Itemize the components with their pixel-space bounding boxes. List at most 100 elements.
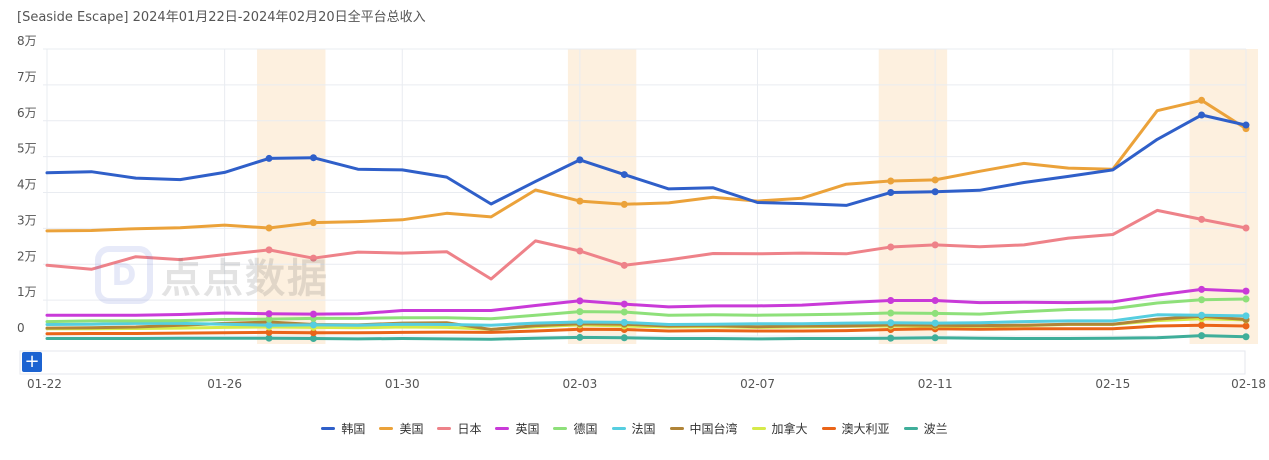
- legend-label: 法国: [631, 422, 656, 436]
- data-point: [309, 254, 317, 262]
- legend-swatch: [495, 427, 510, 430]
- data-point: [265, 334, 273, 342]
- y-tick-label: 0: [17, 321, 25, 335]
- x-tick-label: 02-18: [1231, 377, 1266, 391]
- legend-item[interactable]: 英国: [495, 420, 539, 437]
- data-point: [576, 333, 584, 341]
- legend-item[interactable]: 日本: [437, 420, 481, 437]
- data-point: [1242, 224, 1250, 232]
- highlight-band: [878, 49, 948, 344]
- series-line: [45, 314, 1248, 331]
- x-tick-label: 02-03: [562, 377, 597, 391]
- legend-swatch: [437, 427, 452, 430]
- y-tick-label: 8万: [17, 34, 37, 48]
- legend-label: 波兰: [923, 422, 948, 436]
- series-line: [45, 208, 1248, 281]
- data-point: [576, 197, 584, 205]
- data-point: [887, 319, 895, 327]
- highlight-band: [257, 49, 326, 344]
- x-axis-ticks: 01-22 01-26 01-30 02-03 02-07 02-11 02-15 02-18: [27, 377, 1266, 391]
- data-point: [309, 335, 317, 343]
- data-point: [1198, 296, 1206, 304]
- data-point: [1198, 321, 1206, 329]
- data-point: [1198, 311, 1206, 319]
- data-point: [576, 247, 584, 255]
- data-point: [887, 296, 895, 304]
- legend-label: 德国: [573, 422, 598, 436]
- chart-title: [Seaside Escape] 2024年01月22日-2024年02月20日…: [17, 10, 426, 25]
- data-point: [576, 318, 584, 326]
- legend-item[interactable]: 德国: [553, 420, 598, 437]
- y-axis-ticks: 0 1万 2万 3万 4万 5万 6万 7万 8万: [17, 34, 37, 335]
- data-point: [265, 310, 273, 318]
- legend-swatch: [669, 427, 684, 430]
- data-point: [576, 156, 584, 164]
- highlight-band: [567, 49, 637, 344]
- y-tick-label: 5万: [17, 142, 37, 156]
- add-series-button[interactable]: +: [22, 352, 42, 372]
- legend: 韩国 美国 日本 英国 德国 法国 中国台湾 加拿大 澳大利亚 波兰: [0, 420, 1269, 437]
- legend-label: 中国台湾: [689, 422, 738, 436]
- data-point: [931, 309, 939, 317]
- data-point: [576, 297, 584, 305]
- data-point: [887, 189, 895, 196]
- data-point: [309, 321, 317, 329]
- x-tick-label: 02-07: [740, 377, 775, 391]
- legend-label: 加拿大: [771, 422, 808, 436]
- data-point: [887, 334, 895, 342]
- x-tick-label: 02-15: [1095, 377, 1130, 391]
- data-point: [620, 200, 628, 208]
- y-tick-label: 2万: [17, 249, 37, 263]
- y-tick-label: 1万: [17, 285, 37, 299]
- range-slider-track[interactable]: [19, 350, 1246, 375]
- legend-item[interactable]: 加拿大: [751, 420, 808, 437]
- series-line: [45, 334, 1248, 341]
- highlight-bands: [257, 49, 1258, 344]
- data-point: [620, 318, 628, 326]
- data-point: [931, 241, 939, 249]
- legend-item[interactable]: 澳大利亚: [821, 420, 890, 437]
- series-line: [45, 287, 1248, 317]
- legend-swatch: [553, 427, 568, 430]
- legend-item[interactable]: 法国: [611, 420, 656, 437]
- y-tick-label: 6万: [17, 106, 37, 120]
- watermark-logo: D: [95, 246, 153, 304]
- data-point: [931, 296, 939, 304]
- x-tick-label: 02-11: [918, 377, 953, 391]
- legend-item[interactable]: 中国台湾: [669, 420, 738, 437]
- data-point: [1242, 121, 1250, 129]
- legend-item[interactable]: 波兰: [903, 420, 948, 437]
- data-point: [1242, 295, 1250, 303]
- line-chart: 0 1万 2万 3万 4万 5万 6万 7万 8万 01-22 01-26 01-30 02-03 02…: [17, 34, 1266, 391]
- y-tick-label: 3万: [17, 213, 37, 227]
- grid-lines: [43, 48, 1247, 337]
- data-point: [309, 310, 317, 318]
- data-point: [265, 246, 273, 254]
- x-tick-label: 01-30: [385, 377, 420, 391]
- legend-label: 韩国: [341, 422, 366, 436]
- data-point: [265, 315, 273, 323]
- watermark-text: 点点数据: [161, 256, 329, 302]
- legend-label: 英国: [515, 422, 540, 436]
- data-point: [931, 176, 939, 184]
- data-point: [265, 154, 273, 162]
- data-point: [309, 219, 317, 227]
- data-point: [887, 243, 895, 251]
- data-point: [931, 334, 939, 342]
- series-line: [45, 113, 1248, 207]
- x-tick-label: 01-22: [27, 377, 62, 391]
- data-point: [1198, 96, 1206, 104]
- data-point: [887, 177, 895, 185]
- data-point: [931, 188, 939, 196]
- data-point: [265, 328, 273, 336]
- legend-label: 日本: [457, 422, 482, 436]
- legend-item[interactable]: 美国: [379, 420, 423, 437]
- data-point: [1198, 215, 1206, 223]
- data-point: [931, 319, 939, 327]
- data-point: [620, 308, 628, 316]
- x-tick-label: 01-26: [207, 377, 242, 391]
- legend-label: 澳大利亚: [841, 422, 890, 436]
- y-tick-label: 4万: [17, 178, 37, 192]
- legend-swatch: [321, 427, 336, 430]
- legend-item[interactable]: 韩国: [321, 420, 365, 437]
